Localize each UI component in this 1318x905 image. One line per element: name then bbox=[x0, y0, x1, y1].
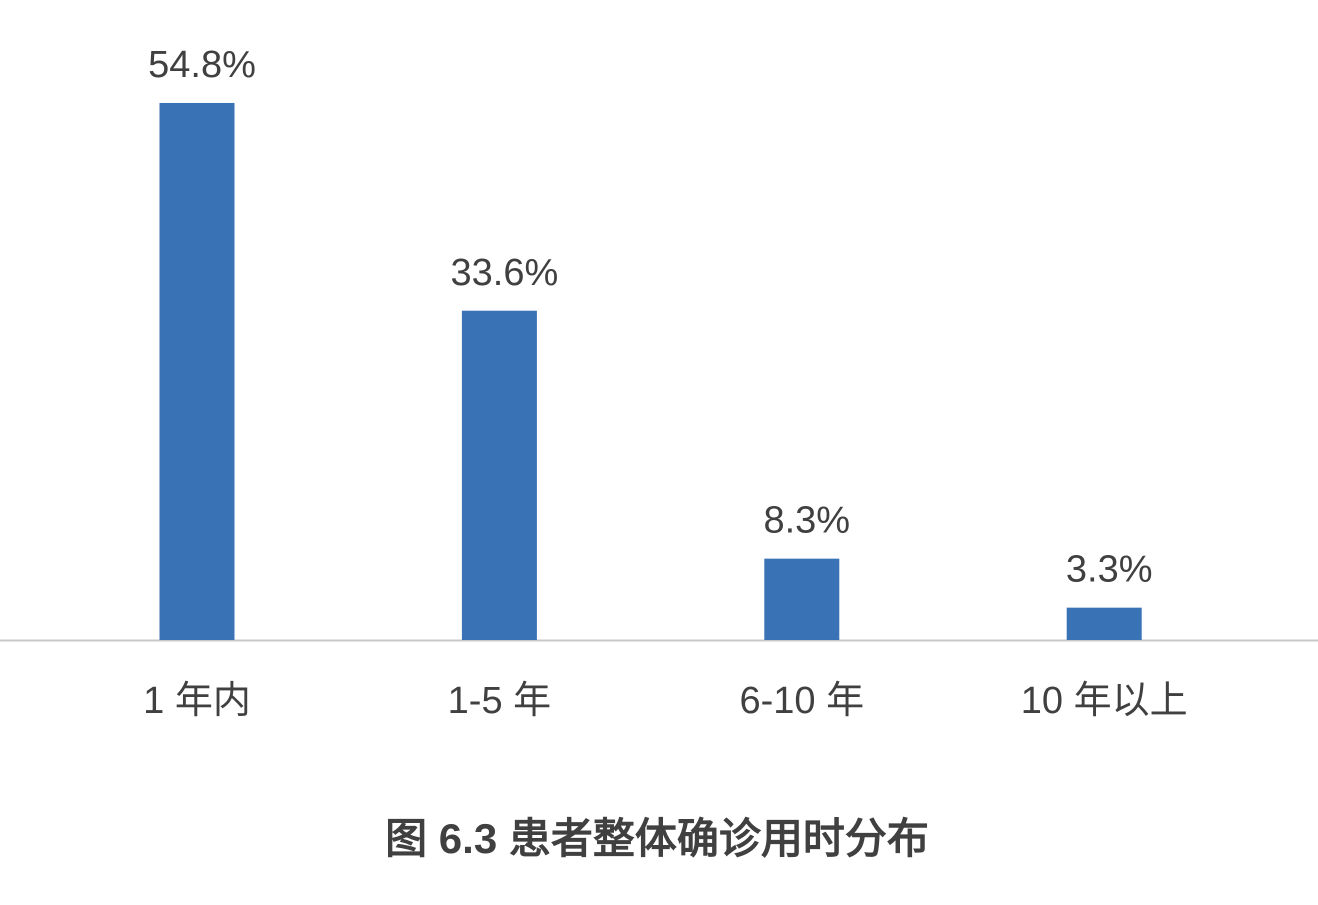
value-label: 54.8% bbox=[148, 44, 256, 86]
x-tick-label: 10 年以上 bbox=[1021, 680, 1188, 722]
value-label: 33.6% bbox=[451, 252, 559, 294]
x-tick-label: 1 年内 bbox=[143, 680, 251, 722]
bar bbox=[461, 310, 537, 640]
x-tick-label: 1-5 年 bbox=[448, 680, 551, 722]
x-tick-label: 6-10 年 bbox=[739, 680, 864, 722]
bar bbox=[764, 558, 840, 640]
value-label: 3.3% bbox=[1066, 549, 1153, 591]
bar bbox=[159, 102, 235, 640]
bar bbox=[1066, 607, 1142, 640]
chart-title: 图 6.3 患者整体确诊用时分布 bbox=[385, 815, 929, 862]
value-label: 8.3% bbox=[763, 500, 850, 542]
